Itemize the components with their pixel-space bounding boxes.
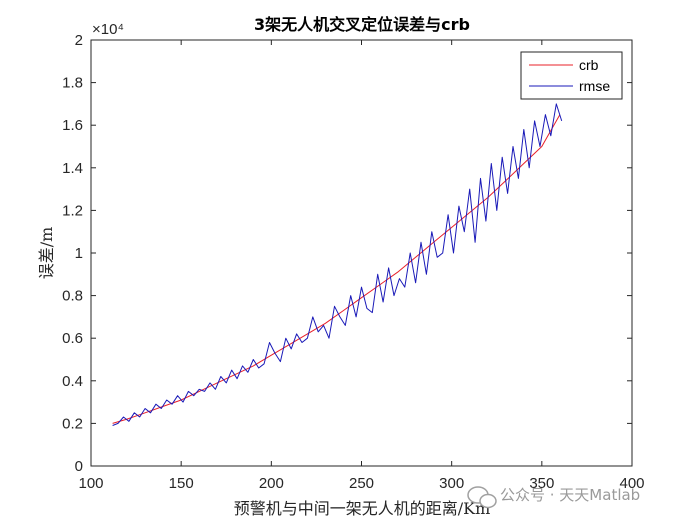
x-tick-label: 400 (619, 475, 644, 492)
series-line-crb (112, 114, 561, 424)
y-axis-label: 误差/m (37, 227, 56, 280)
x-tick-label: 250 (349, 475, 374, 492)
y-tick-label: 1.6 (62, 117, 83, 134)
chart-title: 3架无人机交叉定位误差与crb (254, 15, 470, 34)
y-tick-label: 0 (75, 458, 83, 475)
watermark: 公众号 · 天天Matlab (467, 486, 640, 509)
x-tick-label: 100 (78, 475, 103, 492)
plot-background (91, 40, 632, 466)
y-axis-exponent: ×10⁴ (92, 21, 124, 38)
x-tick-label: 300 (439, 475, 464, 492)
legend-label-crb: crb (579, 57, 599, 73)
x-tick-label: 150 (169, 475, 194, 492)
y-tick-label: 0.6 (62, 330, 83, 347)
series-layer (112, 103, 563, 426)
axes-layer: 100 150 200 250 300 350 400 0 0.2 0.4 0.6 0.8 1 1.2 1.… (62, 32, 644, 492)
legend: crb rmse (520, 51, 623, 100)
wechat-icon (467, 486, 497, 509)
x-tick-label: 200 (259, 475, 284, 492)
y-tick-label: 0.8 (62, 288, 83, 305)
y-tick-label: 1 (75, 245, 83, 262)
legend-label-rmse: rmse (579, 78, 610, 94)
y-tick-label: 1.2 (62, 202, 83, 219)
watermark-text: 公众号 · 天天Matlab (500, 486, 640, 504)
plot-area (91, 40, 632, 466)
x-tick-label: 350 (529, 475, 554, 492)
y-tick-label: 2 (75, 32, 83, 49)
y-tick-label: 0.4 (62, 373, 83, 390)
y-tick-label: 1.8 (62, 75, 83, 92)
x-axis-label: 预警机与中间一架无人机的距离/Km (234, 499, 491, 518)
y-tick-label: 0.2 (62, 415, 83, 432)
y-tick-label: 1.4 (62, 160, 83, 177)
series-line-rmse (112, 103, 563, 426)
legend-box (520, 51, 623, 100)
